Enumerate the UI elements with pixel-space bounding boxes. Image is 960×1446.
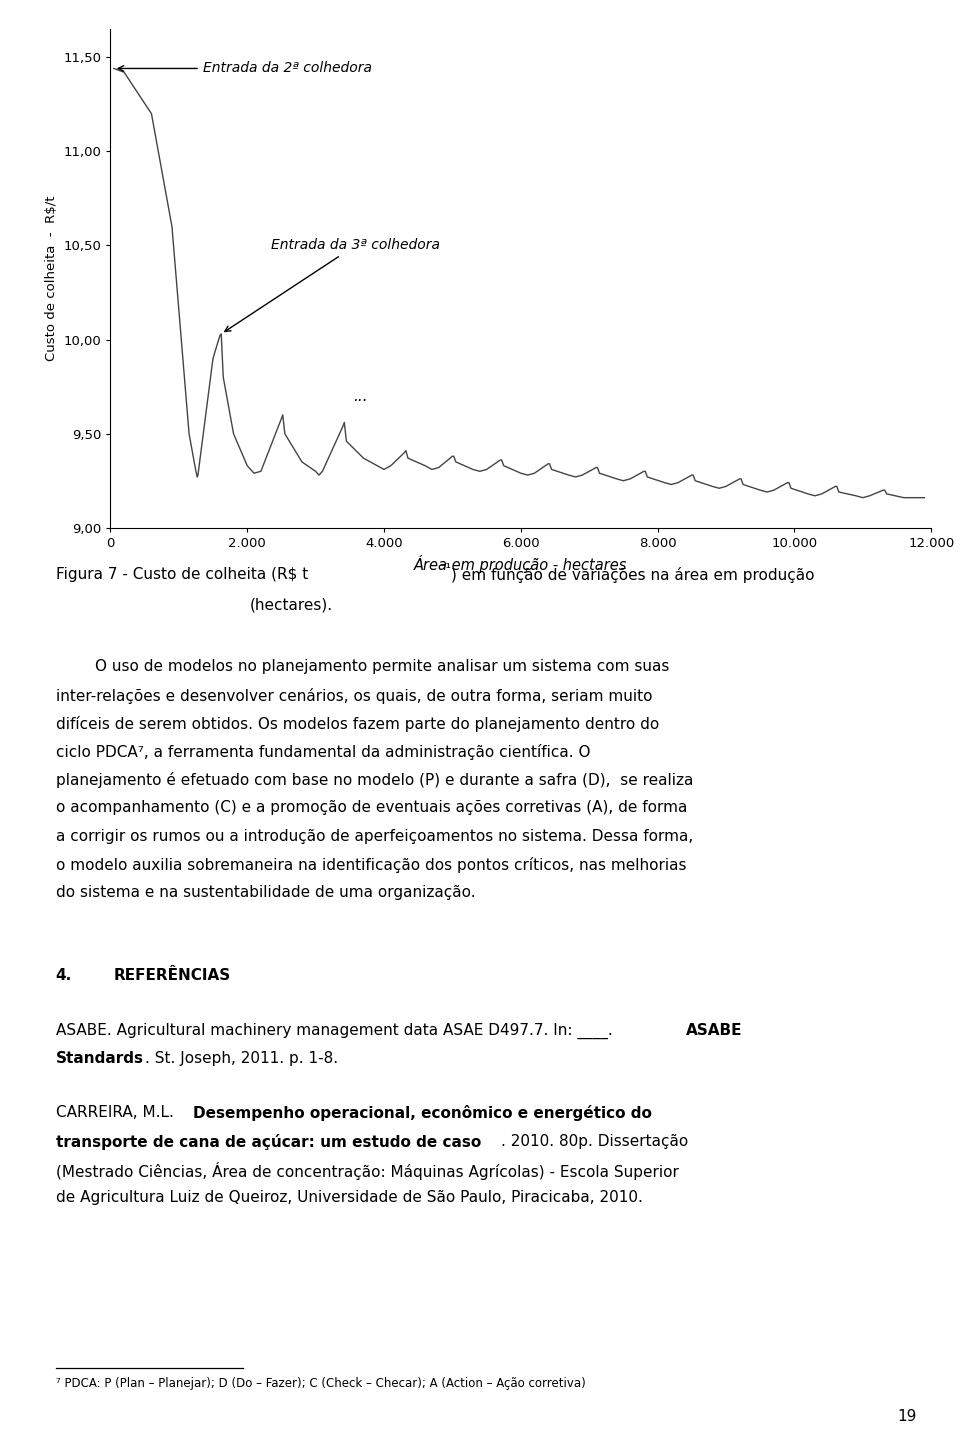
Text: difíceis de serem obtidos. Os modelos fazem parte do planejamento dentro do: difíceis de serem obtidos. Os modelos fa…	[56, 716, 659, 732]
Text: 19: 19	[898, 1410, 917, 1424]
Text: O uso de modelos no planejamento permite analisar um sistema com suas: O uso de modelos no planejamento permite…	[56, 659, 669, 674]
Text: . St. Joseph, 2011. p. 1-8.: . St. Joseph, 2011. p. 1-8.	[146, 1051, 339, 1066]
Text: o modelo auxilia sobremaneira na identificação dos pontos críticos, nas melhoria: o modelo auxilia sobremaneira na identif…	[56, 856, 686, 873]
Text: transporte de cana de açúcar: um estudo de caso: transporte de cana de açúcar: um estudo …	[56, 1134, 481, 1150]
Text: Figura 7 - Custo de colheita (R$ t: Figura 7 - Custo de colheita (R$ t	[56, 567, 308, 581]
Text: planejamento é efetuado com base no modelo (P) e durante a safra (D),  se realiz: planejamento é efetuado com base no mode…	[56, 772, 693, 788]
Text: REFERÊNCIAS: REFERÊNCIAS	[113, 969, 230, 983]
Text: Desempenho operacional, econômico e energético do: Desempenho operacional, econômico e ener…	[193, 1105, 652, 1122]
Text: de Agricultura Luiz de Queiroz, Universidade de São Paulo, Piracicaba, 2010.: de Agricultura Luiz de Queiroz, Universi…	[56, 1190, 642, 1205]
Text: ⁷ PDCA: P (Plan – Planejar); D (Do – Fazer); C (Check – Checar); A (Action – Açã: ⁷ PDCA: P (Plan – Planejar); D (Do – Faz…	[56, 1377, 586, 1390]
Text: ASABE. Agricultural machinery management data ASAE D497.7. In: ____.: ASABE. Agricultural machinery management…	[56, 1024, 617, 1040]
Text: (Mestrado Ciências, Área de concentração: Máquinas Agrícolas) - Escola Superior: (Mestrado Ciências, Área de concentração…	[56, 1163, 679, 1180]
Text: ⁻¹: ⁻¹	[438, 562, 451, 577]
Text: ASABE: ASABE	[685, 1024, 742, 1038]
Text: Entrada da 3ª colhedora: Entrada da 3ª colhedora	[225, 239, 440, 331]
Text: a corrigir os rumos ou a introdução de aperfeiçoamentos no sistema. Dessa forma,: a corrigir os rumos ou a introdução de a…	[56, 829, 693, 843]
Text: CARREIRA, M.L.: CARREIRA, M.L.	[56, 1105, 179, 1121]
Text: (hectares).: (hectares).	[250, 599, 333, 613]
Text: Entrada da 2ª colhedora: Entrada da 2ª colhedora	[118, 61, 372, 75]
Text: do sistema e na sustentabilidade de uma organização.: do sistema e na sustentabilidade de uma …	[56, 885, 475, 899]
Text: 4.: 4.	[56, 969, 72, 983]
Text: o acompanhamento (C) e a promoção de eventuais ações corretivas (A), de forma: o acompanhamento (C) e a promoção de eve…	[56, 801, 687, 816]
X-axis label: Área em produção - hectares: Área em produção - hectares	[414, 555, 628, 574]
Text: ciclo PDCA⁷, a ferramenta fundamental da administração científica. O: ciclo PDCA⁷, a ferramenta fundamental da…	[56, 745, 590, 761]
Text: ) em função de variações na área em produção: ) em função de variações na área em prod…	[451, 567, 815, 583]
Text: . 2010. 80p. Dissertação: . 2010. 80p. Dissertação	[501, 1134, 688, 1148]
Text: Standards: Standards	[56, 1051, 144, 1066]
Text: ...: ...	[352, 389, 368, 403]
Y-axis label: Custo de colheita  -  R$/t: Custo de colheita - R$/t	[45, 195, 58, 362]
Text: inter-relações e desenvolver cenários, os quais, de outra forma, seriam muito: inter-relações e desenvolver cenários, o…	[56, 688, 652, 704]
